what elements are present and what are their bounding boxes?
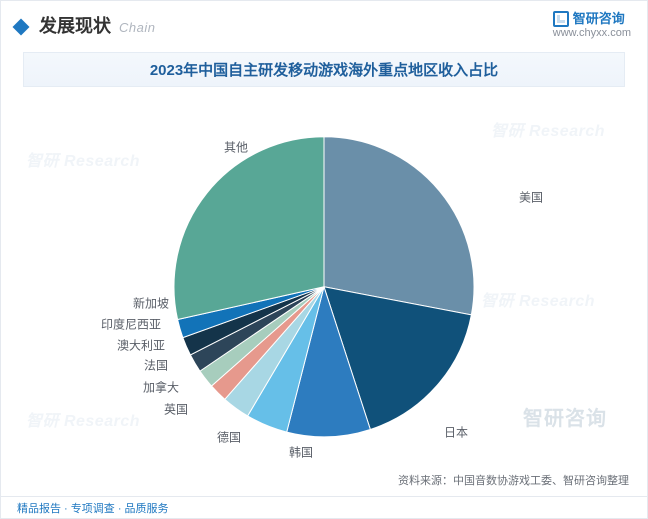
slice-label: 德国 <box>217 428 241 445</box>
pie-slice <box>324 136 474 314</box>
watermark-bg: 智研 Research <box>26 147 140 171</box>
slice-label: 新加坡 <box>133 294 169 311</box>
slice-label: 韩国 <box>289 443 313 460</box>
header-title: 发展现状 <box>39 12 111 38</box>
slice-label: 日本 <box>444 423 468 440</box>
brand-name: 智研咨询 <box>573 12 625 27</box>
chart-title: 2023年中国自主研发移动游戏海外重点地区收入占比 <box>23 52 625 87</box>
watermark-bg: 智研 Research <box>491 117 605 141</box>
diamond-icon <box>13 19 30 36</box>
chart-card: { "header": { "title": "发展现状", "subtitle… <box>0 0 648 519</box>
header: 发展现状 Chain 智研咨询 www.chyxx.com <box>1 1 647 46</box>
header-subtitle: Chain <box>119 20 155 35</box>
slice-label: 美国 <box>519 188 543 205</box>
brand: 智研咨询 www.chyxx.com <box>553 11 631 40</box>
brand-url: www.chyxx.com <box>553 27 631 40</box>
footer: 精品报告 · 专项调查 · 品质服务 <box>1 496 647 518</box>
slice-label: 印度尼西亚 <box>101 315 161 332</box>
slice-label: 英国 <box>164 400 188 417</box>
header-left: 发展现状 Chain <box>15 12 155 38</box>
source-text: 资料来源：中国音数协游戏工委、智研咨询整理 <box>398 472 629 488</box>
pie-chart <box>144 106 504 471</box>
footer-text: 精品报告 · 专项调查 · 品质服务 <box>17 500 169 516</box>
chart-area: 智研 Research 智研 Research 智研 Research 智研 R… <box>1 87 647 477</box>
slice-label: 加拿大 <box>143 378 179 395</box>
slice-label: 澳大利亚 <box>117 336 165 353</box>
pie-slice <box>174 136 324 319</box>
brand-logo-icon <box>553 11 569 27</box>
watermark-bg: 智研 Research <box>26 407 140 431</box>
slice-label: 其他 <box>224 138 248 155</box>
slice-label: 法国 <box>144 356 168 373</box>
watermark: 智研咨询 <box>523 402 607 431</box>
